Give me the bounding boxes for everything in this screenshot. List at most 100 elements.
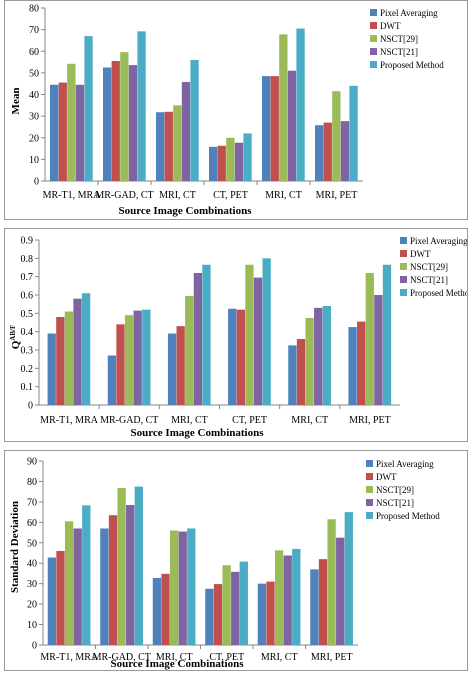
y-tick-label: 80	[29, 4, 39, 15]
legend-swatch	[370, 61, 377, 68]
chart-qabf: 00.10.20.30.40.50.60.70.80.9 MR-T1, MRA M…	[9, 236, 467, 440]
legend-entry: NSCT[21]	[380, 47, 418, 57]
y-tick-label: 10	[27, 620, 37, 631]
x-tick-label: MR-T1, MRA	[40, 652, 99, 663]
x-tick-label: CT, PET	[232, 415, 267, 426]
legend-entry: NSCT[21]	[410, 275, 448, 285]
bar	[133, 310, 142, 405]
x-axis-title: Source Image Combinations	[110, 658, 244, 670]
bar	[348, 327, 357, 405]
legend-swatch	[370, 22, 377, 29]
bar	[117, 487, 126, 645]
bar	[128, 65, 138, 181]
bar	[47, 333, 56, 405]
bar	[234, 142, 244, 181]
x-tick-label: MRI, CT	[265, 190, 302, 201]
chart-panel-qabf: 0 0.1 0.2 0.3 0.4 0.5 0.6 0.7 0.8 0.9 MR-T1, MRA M…	[4, 228, 468, 442]
bar	[47, 557, 57, 645]
y-tick-label: 0.9	[21, 236, 34, 247]
legend-entry: DWT	[410, 249, 431, 259]
bar	[73, 528, 82, 645]
x-tick-label: MRI, PET	[311, 652, 353, 663]
y-tick-label: 0.7	[21, 272, 34, 283]
bar	[126, 504, 135, 645]
bar	[142, 309, 151, 405]
bar	[365, 273, 374, 405]
bar	[67, 63, 76, 182]
bar	[64, 311, 74, 405]
bar	[344, 512, 353, 645]
legend-swatch	[366, 499, 373, 506]
y-tick-label: 0.5	[21, 309, 34, 320]
x-tick-label: MRI, CT	[261, 652, 298, 663]
legend-swatch	[400, 237, 407, 244]
bar	[305, 317, 314, 405]
y-tick-label: 80	[27, 477, 37, 488]
bar	[336, 537, 345, 645]
bar	[100, 528, 109, 645]
y-tick-label: 40	[29, 90, 39, 101]
bar	[327, 519, 336, 645]
bar	[187, 528, 196, 645]
bar	[81, 293, 91, 405]
y-tick-label: 30	[29, 112, 39, 123]
bar	[245, 264, 254, 405]
legend-swatch	[366, 486, 373, 493]
bar	[357, 321, 366, 405]
legend-entry: DWT	[380, 21, 401, 31]
bar	[213, 584, 223, 645]
bar	[283, 555, 292, 645]
bar	[292, 548, 301, 645]
bar	[103, 67, 112, 181]
bar	[236, 309, 245, 405]
bar	[288, 345, 297, 405]
bar	[75, 84, 85, 181]
legend-swatch	[366, 512, 373, 519]
bar	[374, 295, 383, 405]
y-tick-label: 70	[29, 25, 39, 36]
bar	[217, 145, 226, 181]
bar	[173, 105, 182, 181]
bar	[296, 339, 306, 405]
y-axis-title: Mean	[10, 88, 22, 115]
legend-swatch	[400, 250, 407, 257]
bar	[56, 317, 65, 405]
bar	[226, 137, 235, 181]
y-axis-title: QAB/F	[9, 325, 22, 350]
legend-swatch	[370, 9, 377, 16]
bar	[167, 333, 177, 405]
bar	[116, 324, 125, 405]
bar	[314, 307, 323, 405]
y-tick-label: 10	[29, 155, 39, 166]
bar	[340, 121, 350, 181]
y-tick-label: 90	[27, 457, 37, 468]
bar	[310, 569, 319, 645]
y-tick-label: 60	[27, 518, 37, 529]
legend-entry: DWT	[376, 472, 397, 482]
y-tick-label: 50	[29, 68, 39, 79]
bar	[107, 355, 117, 405]
bar	[279, 34, 288, 181]
y-tick-label: 70	[27, 497, 37, 508]
y-tick-label: 30	[27, 579, 37, 590]
bar	[257, 583, 267, 645]
y-axis-title: Standard Deviation	[9, 501, 21, 593]
bar	[120, 52, 129, 181]
x-tick-label: MRI, PET	[349, 415, 391, 426]
bar	[315, 125, 324, 181]
bar	[228, 308, 237, 405]
legend-entry: NSCT[29]	[410, 262, 448, 272]
x-tick-label: MR-GAD, CT	[93, 652, 151, 663]
y-tick-label: 0	[28, 401, 33, 412]
y-tick-label: 0.1	[21, 382, 34, 393]
y-tick-label: 40	[27, 559, 37, 570]
legend-entry: Pixel Averaging	[380, 8, 438, 18]
y-tick-label: 0.4	[21, 327, 34, 338]
bar	[209, 146, 218, 181]
legend-swatch	[366, 473, 373, 480]
x-tick-label: MR-T1, MRA	[43, 190, 102, 201]
chart-panel-mean: 0 10 20 30 40 50 60 70 80 MR-T1, MRA MR-GAD, CT MR…	[4, 0, 468, 220]
bar	[185, 295, 194, 405]
legend-swatch	[400, 289, 407, 296]
